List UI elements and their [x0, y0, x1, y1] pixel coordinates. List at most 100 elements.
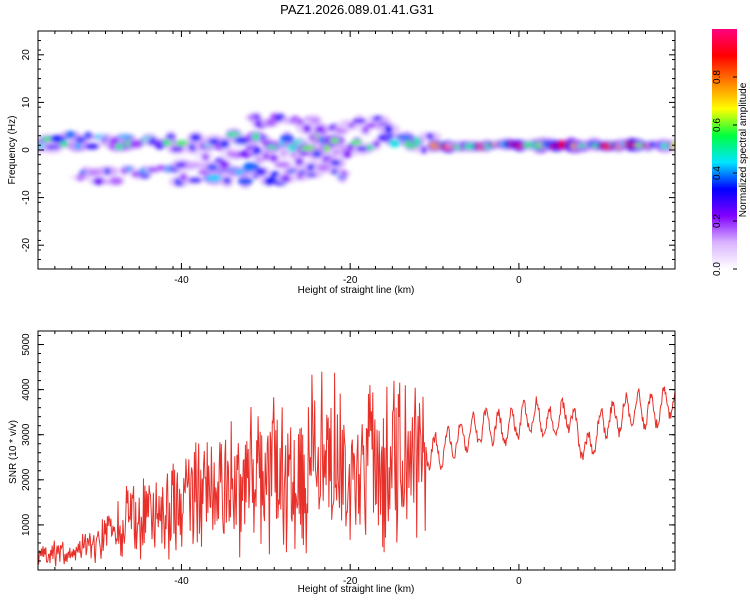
- spectrogram-blob: [356, 146, 369, 152]
- spectrogram-panel: -40 -20 0 -20 -10 0 10 20 Height of straight li…: [7, 30, 676, 296]
- y-tick-label: 0: [21, 147, 32, 153]
- spectrogram-blob: [317, 163, 330, 172]
- spectrogram-blob: [362, 126, 369, 134]
- spectrogram-blob: [330, 169, 338, 175]
- spectrogram-blob: [302, 124, 312, 133]
- spectrogram-blob: [425, 133, 435, 140]
- spectrogram-blob: [104, 167, 111, 175]
- spectrogram-blob: [243, 162, 260, 171]
- spectrogram-blob: [340, 169, 348, 177]
- x-tick-label: -20: [343, 576, 358, 587]
- snr-frame: [37, 330, 676, 571]
- spectrogram-blob: [125, 166, 132, 172]
- spectrogram-blob: [237, 177, 254, 185]
- spectrogram-blob: [373, 140, 380, 148]
- spectrogram-blob: [223, 177, 231, 185]
- spectrogram-blob: [206, 164, 219, 171]
- spectrogram-blob: [634, 143, 644, 148]
- spectrogram-blob: [255, 167, 267, 176]
- spectrogram-blob: [265, 118, 277, 127]
- snr-panel: -40 -20 0 1000 2000 3000 4000 5000 Height of st…: [8, 330, 676, 595]
- spectrogram-ylabel: Frequency (Hz): [7, 116, 18, 185]
- colorbar: 0.0 0.2 0.4 0.6 0.8 Normalized spectral ampl…: [712, 29, 749, 276]
- spectrogram-blob: [329, 138, 340, 144]
- spectrogram-blob: [190, 133, 202, 142]
- x-tick-label: -40: [174, 275, 189, 286]
- y-tick-label: 3000: [21, 423, 32, 446]
- spectrogram-blob: [202, 153, 209, 161]
- spectrogram-blob: [352, 118, 367, 124]
- y-tick-label: 2000: [21, 468, 32, 491]
- y-tick-label: 4000: [21, 378, 32, 401]
- spectrogram-blob: [179, 173, 188, 182]
- spectrogram-blob: [115, 143, 124, 150]
- spectrogram-blob: [413, 137, 421, 146]
- colorbar-ticks: 0.0 0.2 0.4 0.6 0.8: [712, 70, 737, 276]
- spectrogram-blob: [208, 138, 221, 145]
- snr-ticks: -40 -20 0 1000 2000 3000 4000 5000: [21, 331, 675, 587]
- spectrogram-blob: [219, 139, 229, 149]
- y-tick-label: 1000: [21, 513, 32, 536]
- spectrogram-blob: [75, 136, 86, 143]
- y-tick-label: 20: [21, 49, 32, 61]
- spectrogram-blob: [251, 132, 260, 141]
- spectrogram-heatmap: [38, 111, 675, 189]
- spectrogram-blob: [420, 146, 427, 154]
- spectrogram-blob: [59, 141, 69, 147]
- spectrogram-blob: [45, 145, 61, 150]
- spectrogram-ticks: -40 -20 0 -20 -10 0 10 20: [21, 30, 675, 286]
- spectrogram-blob: [311, 150, 322, 158]
- snr-xlabel: Height of straight line (km): [298, 584, 415, 595]
- spectrogram-blob: [92, 177, 105, 186]
- spectrogram-blob: [347, 123, 355, 128]
- snr-line-layer: [38, 371, 675, 567]
- snr-ylabel: SNR (10 * v/v): [8, 420, 19, 484]
- spectrogram-xlabel: Height of straight line (km): [298, 285, 415, 296]
- spectrogram-blob: [660, 142, 669, 150]
- spectrogram-blob: [318, 136, 326, 144]
- spectrogram-blob: [165, 134, 176, 139]
- x-tick-label: 0: [516, 576, 522, 587]
- spectrogram-blob: [218, 160, 230, 168]
- chart-title: PAZ1.2026.089.01.41.G31: [280, 2, 434, 17]
- spectrogram-blobs: [38, 111, 675, 189]
- spectrogram-blob: [274, 161, 291, 168]
- y-tick-label: 5000: [21, 333, 32, 356]
- y-tick-label: 10: [21, 96, 32, 108]
- y-tick-label: -10: [21, 190, 32, 205]
- spectrogram-blob: [84, 131, 92, 140]
- spectrogram-blob: [384, 125, 393, 134]
- colorbar-tick-label: 0.8: [712, 70, 723, 84]
- colorbar-tick-label: 0.2: [712, 214, 723, 228]
- colorbar-tick-label: 0.6: [712, 118, 723, 132]
- spectrogram-blob: [342, 149, 352, 159]
- spectrogram-blob: [234, 136, 251, 144]
- x-tick-label: -20: [343, 275, 358, 286]
- y-tick-label: -20: [21, 238, 32, 253]
- spectrogram-blob: [295, 157, 304, 166]
- spectrogram-blob: [109, 176, 123, 186]
- spectrogram-blob: [307, 172, 317, 178]
- spectrogram-blob: [309, 116, 321, 126]
- spectrogram-blob: [280, 134, 294, 143]
- spectrogram-blob: [170, 146, 184, 153]
- colorbar-tick-label: 0.0: [712, 262, 723, 276]
- spectrogram-blob: [264, 176, 275, 186]
- x-tick-label: -40: [174, 576, 189, 587]
- x-tick-label: 0: [516, 275, 522, 286]
- colorbar-gradient: [712, 29, 737, 269]
- spectrogram-blob: [188, 162, 204, 168]
- spectrogram-blob: [85, 143, 100, 150]
- spectrogram-blob: [235, 169, 244, 176]
- spectrogram-blob: [330, 160, 342, 166]
- spectrogram-blob: [206, 174, 222, 182]
- snr-series-line: [38, 371, 675, 567]
- spectrogram-blob: [388, 139, 401, 148]
- spectrogram-blob: [269, 154, 279, 162]
- spectrogram-blob: [252, 114, 261, 120]
- spectrogram-blob: [74, 142, 82, 150]
- colorbar-tick-label: 0.4: [712, 166, 723, 180]
- spectrogram-blob: [188, 177, 202, 183]
